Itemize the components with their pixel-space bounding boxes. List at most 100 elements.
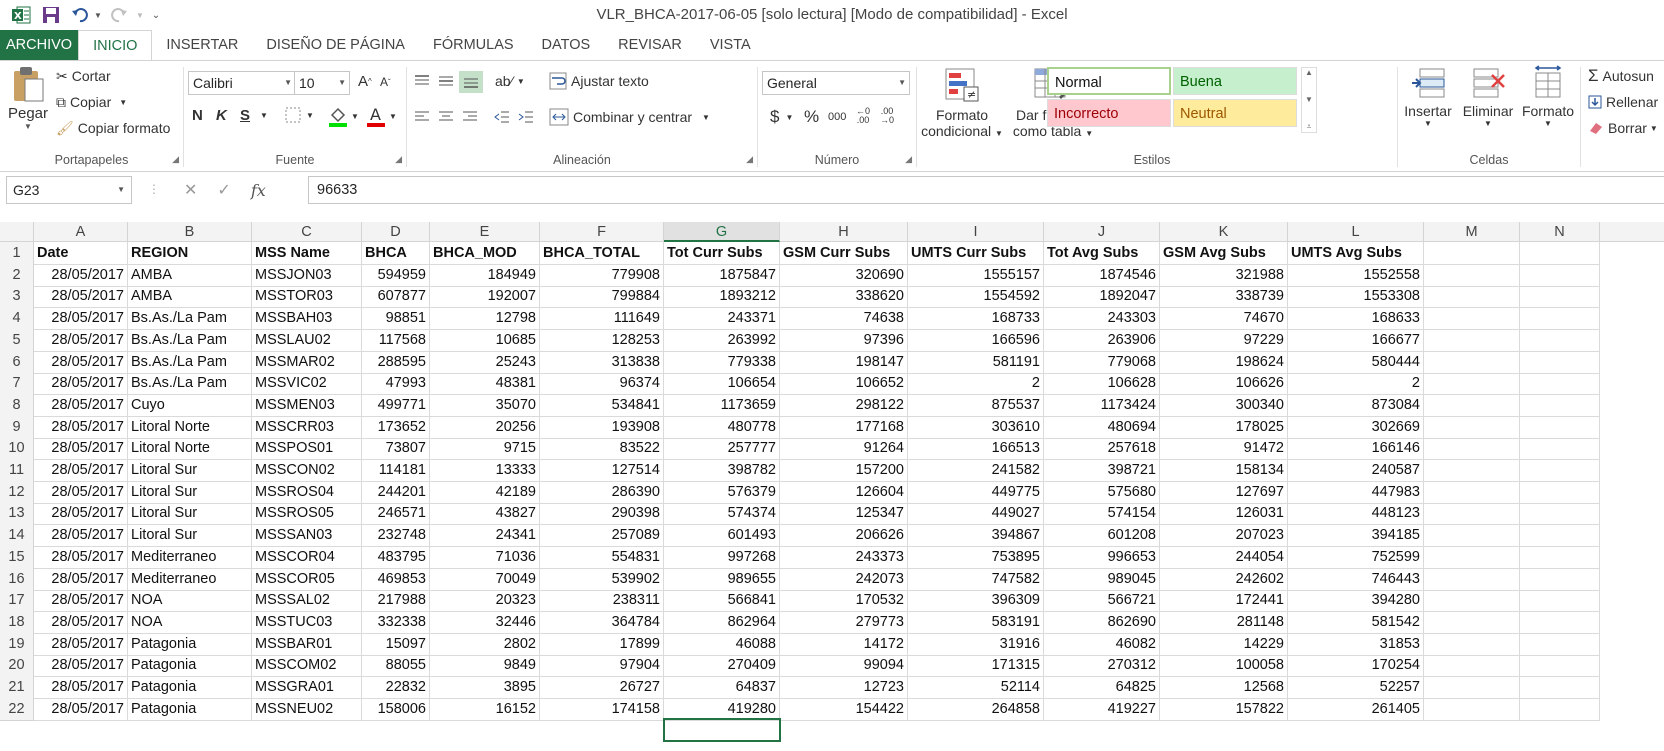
row-header[interactable]: 18 xyxy=(0,610,34,634)
data-cell[interactable]: 192007 xyxy=(430,285,540,309)
data-cell[interactable]: 263906 xyxy=(1044,328,1160,352)
data-cell[interactable]: 88055 xyxy=(362,654,430,678)
data-cell[interactable]: 207023 xyxy=(1160,524,1288,548)
data-cell[interactable]: 28/05/2017 xyxy=(34,610,128,634)
data-cell[interactable]: 243371 xyxy=(664,307,780,331)
data-cell[interactable]: 753895 xyxy=(908,545,1044,569)
data-cell[interactable]: 28/05/2017 xyxy=(34,328,128,352)
data-cell[interactable]: Litoral Norte xyxy=(128,415,252,439)
tab-inicio[interactable]: INICIO xyxy=(78,30,153,62)
row-header[interactable]: 16 xyxy=(0,567,34,591)
data-cell[interactable]: 174158 xyxy=(540,697,664,721)
data-cell[interactable]: 1892047 xyxy=(1044,285,1160,309)
row-header[interactable]: 21 xyxy=(0,676,34,699)
data-cell[interactable] xyxy=(1520,676,1600,699)
data-cell[interactable]: 746443 xyxy=(1288,567,1424,591)
data-cell[interactable]: 279773 xyxy=(780,610,908,634)
data-cell[interactable]: 157200 xyxy=(780,459,908,482)
data-cell[interactable]: 48381 xyxy=(430,372,540,396)
data-cell[interactable]: MSSSAN03 xyxy=(252,524,362,548)
data-cell[interactable]: 862690 xyxy=(1044,610,1160,634)
row-header[interactable]: 2 xyxy=(0,263,34,287)
column-header-i[interactable]: I xyxy=(908,222,1044,242)
orientation-icon[interactable]: ab⁄ ▼ xyxy=(495,73,525,89)
data-cell[interactable]: 83522 xyxy=(540,437,664,461)
data-cell[interactable]: 12798 xyxy=(430,307,540,331)
data-cell[interactable]: 447983 xyxy=(1288,480,1424,504)
data-cell[interactable]: 302669 xyxy=(1288,415,1424,439)
data-cell[interactable] xyxy=(1424,372,1520,396)
data-cell[interactable]: NOA xyxy=(128,589,252,613)
data-cell[interactable]: Bs.As./La Pam xyxy=(128,372,252,396)
data-cell[interactable]: 15097 xyxy=(362,632,430,656)
formula-input[interactable]: 96633 xyxy=(308,176,1664,204)
data-cell[interactable]: 154422 xyxy=(780,697,908,721)
clear-button[interactable]: Borrar ▼ xyxy=(1588,117,1658,139)
data-cell[interactable]: 28/05/2017 xyxy=(34,415,128,439)
data-cell[interactable]: 28/05/2017 xyxy=(34,589,128,613)
percent-button[interactable]: % xyxy=(804,107,820,126)
data-cell[interactable]: 128253 xyxy=(540,328,664,352)
data-cell[interactable]: 480694 xyxy=(1044,415,1160,439)
data-cell[interactable]: MSSLAU02 xyxy=(252,328,362,352)
data-cell[interactable]: 576379 xyxy=(664,480,780,504)
tab-vista[interactable]: VISTA xyxy=(709,37,751,53)
data-cell[interactable] xyxy=(1520,285,1600,309)
data-cell[interactable] xyxy=(1424,567,1520,591)
data-cell[interactable]: 396309 xyxy=(908,589,1044,613)
undo-dropdown-icon[interactable]: ▼ xyxy=(94,10,102,20)
customize-qat-icon[interactable]: ⌄ xyxy=(151,9,161,21)
data-cell[interactable]: Litoral Sur xyxy=(128,524,252,548)
data-cell[interactable]: 193908 xyxy=(540,415,664,439)
data-cell[interactable]: 28/05/2017 xyxy=(34,676,128,699)
font-size-dropdown[interactable]: 10 ▼ xyxy=(294,71,350,95)
delete-dropdown-icon[interactable]: ▼ xyxy=(1484,119,1492,128)
data-cell[interactable]: 127697 xyxy=(1160,480,1288,504)
data-cell[interactable]: 170254 xyxy=(1288,654,1424,678)
header-cell[interactable]: Tot Curr Subs xyxy=(664,242,780,265)
data-cell[interactable]: 91472 xyxy=(1160,437,1288,461)
data-cell[interactable]: 747582 xyxy=(908,567,1044,591)
data-cell[interactable]: MSSCRR03 xyxy=(252,415,362,439)
redo-dropdown-icon[interactable]: ▼ xyxy=(136,10,144,20)
data-cell[interactable]: 1173659 xyxy=(664,393,780,417)
increase-font-icon[interactable]: A ^ xyxy=(358,73,372,90)
data-cell[interactable]: 20256 xyxy=(430,415,540,439)
data-cell[interactable]: 106628 xyxy=(1044,372,1160,396)
data-cell[interactable]: 97396 xyxy=(780,328,908,352)
data-cell[interactable] xyxy=(1520,610,1600,634)
data-cell[interactable] xyxy=(1520,545,1600,569)
data-cell[interactable]: 52257 xyxy=(1288,676,1424,699)
data-cell[interactable]: 46088 xyxy=(664,632,780,656)
data-cell[interactable]: 873084 xyxy=(1288,393,1424,417)
data-cell[interactable]: 583191 xyxy=(908,610,1044,634)
header-cell[interactable]: BHCA_MOD xyxy=(430,242,540,265)
data-cell[interactable]: 184949 xyxy=(430,263,540,287)
data-cell[interactable]: MSSMEN03 xyxy=(252,393,362,417)
header-cell[interactable]: Tot Avg Subs xyxy=(1044,242,1160,265)
data-cell[interactable]: MSSJON03 xyxy=(252,263,362,287)
data-cell[interactable]: 574154 xyxy=(1044,502,1160,526)
data-cell[interactable]: 126604 xyxy=(780,480,908,504)
data-cell[interactable]: 566841 xyxy=(664,589,780,613)
data-cell[interactable] xyxy=(1424,328,1520,352)
align-left-icon[interactable] xyxy=(413,109,431,125)
data-cell[interactable]: 74638 xyxy=(780,307,908,331)
data-cell[interactable]: Mediterraneo xyxy=(128,567,252,591)
data-cell[interactable]: 28/05/2017 xyxy=(34,372,128,396)
data-cell[interactable]: 2 xyxy=(1288,372,1424,396)
data-cell[interactable]: 244201 xyxy=(362,480,430,504)
data-cell[interactable]: 989045 xyxy=(1044,567,1160,591)
data-cell[interactable] xyxy=(1424,524,1520,548)
data-cell[interactable]: 126031 xyxy=(1160,502,1288,526)
data-cell[interactable]: Bs.As./La Pam xyxy=(128,350,252,374)
data-cell[interactable]: 12723 xyxy=(780,676,908,699)
styles-gallery-scroll[interactable]: ▲ ▼ ⩡ xyxy=(1301,67,1317,133)
data-cell[interactable]: Cuyo xyxy=(128,393,252,417)
data-cell[interactable]: 198624 xyxy=(1160,350,1288,374)
column-header-l[interactable]: L xyxy=(1288,222,1424,242)
data-cell[interactable]: 448123 xyxy=(1288,502,1424,526)
data-cell[interactable] xyxy=(1424,545,1520,569)
data-cell[interactable]: 449775 xyxy=(908,480,1044,504)
more-styles-icon[interactable]: ⩡ xyxy=(1306,122,1312,131)
